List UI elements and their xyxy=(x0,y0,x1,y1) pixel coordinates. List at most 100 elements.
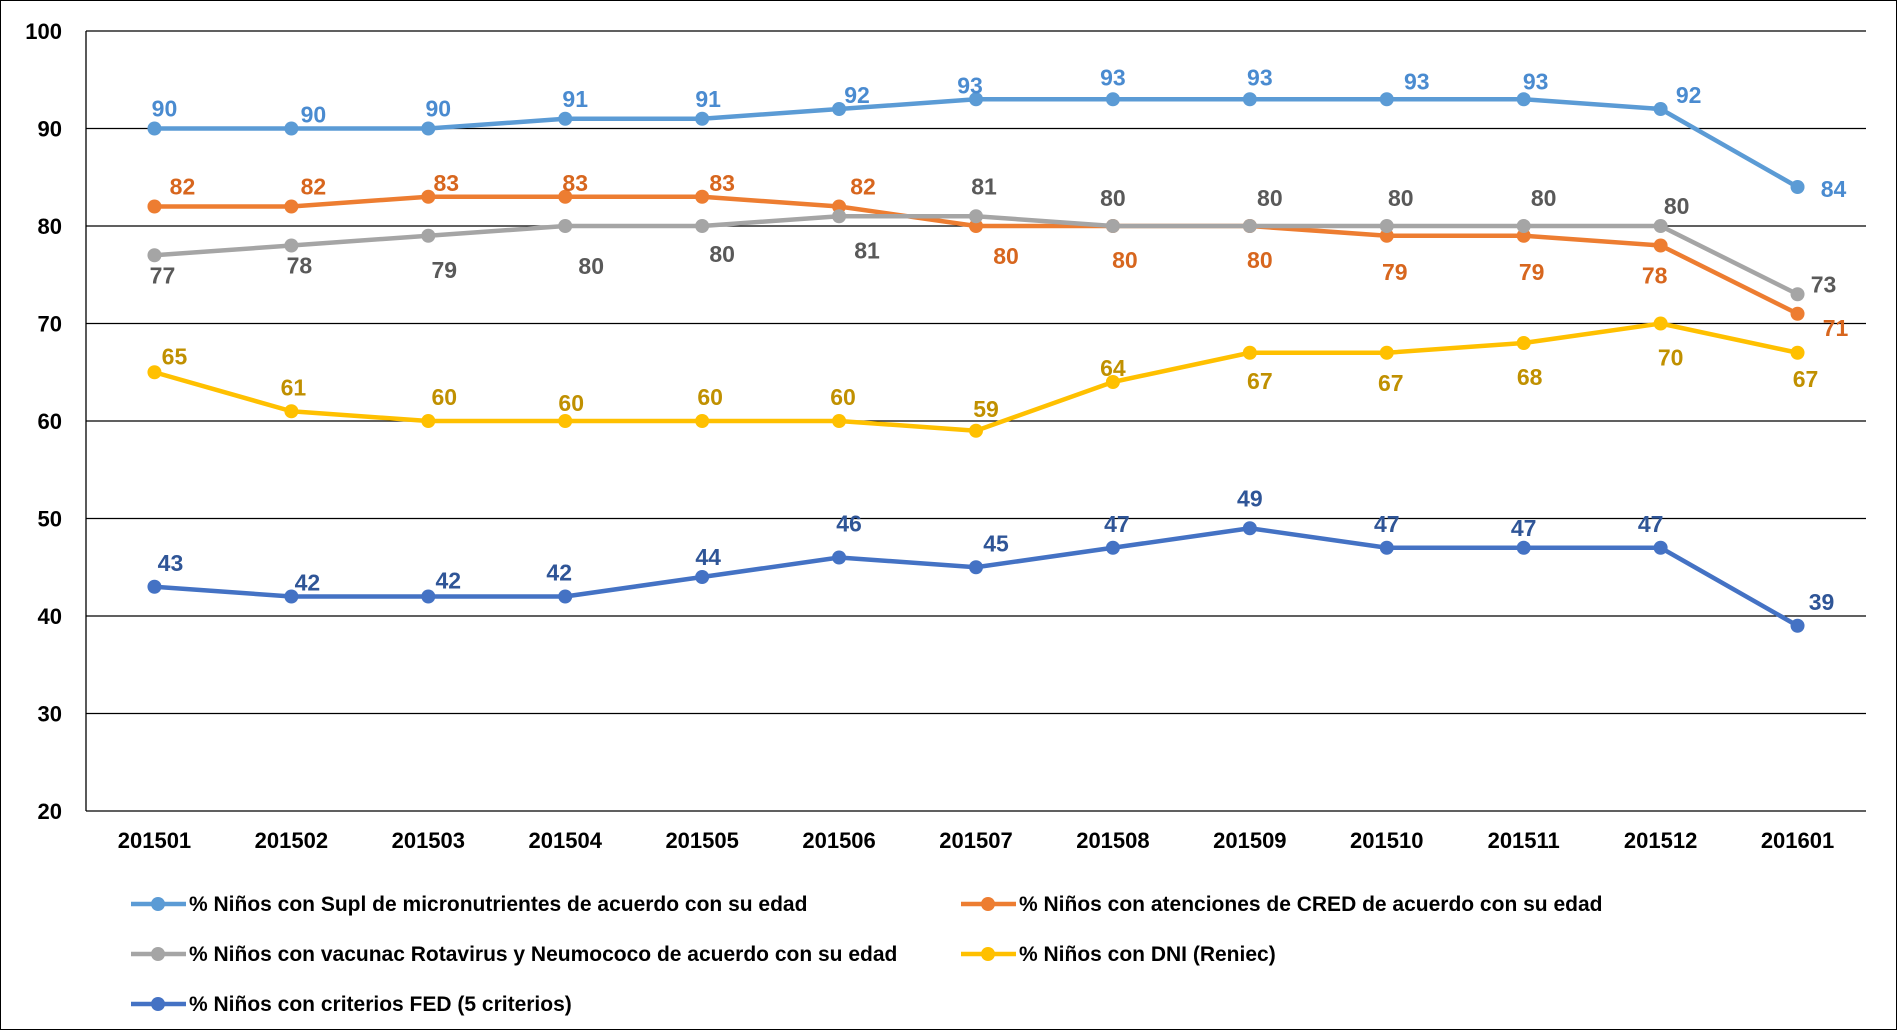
series-group xyxy=(147,92,1805,633)
data-point xyxy=(695,219,710,233)
data-point xyxy=(832,550,847,565)
x-tick-label: 201506 xyxy=(802,828,875,853)
data-point xyxy=(1516,228,1531,243)
data-label: 43 xyxy=(158,550,184,576)
data-label: 82 xyxy=(850,174,876,200)
data-label: 68 xyxy=(1517,364,1543,390)
data-label: 80 xyxy=(578,253,604,279)
legend-swatch-marker xyxy=(151,897,165,911)
x-tick-label: 201509 xyxy=(1213,828,1286,853)
series-3 xyxy=(147,209,1805,302)
data-label: 83 xyxy=(434,170,460,196)
data-point xyxy=(284,404,299,419)
legend-entry: % Niños con vacunac Rotavirus y Neumococ… xyxy=(131,943,897,966)
data-point xyxy=(1790,180,1805,194)
data-point xyxy=(1516,336,1531,350)
x-tick-label: 201503 xyxy=(392,828,465,853)
y-tick-label: 90 xyxy=(38,117,62,142)
series-5 xyxy=(147,521,1805,633)
data-label: 49 xyxy=(1237,485,1263,511)
data-point xyxy=(421,228,436,243)
data-label: 80 xyxy=(1100,185,1126,211)
data-point xyxy=(969,92,983,107)
data-point xyxy=(695,189,710,204)
data-label: 83 xyxy=(562,170,588,196)
data-point xyxy=(832,414,847,428)
data-label: 39 xyxy=(1809,589,1835,615)
data-point xyxy=(421,589,436,604)
data-point xyxy=(1379,92,1394,107)
data-point xyxy=(695,111,710,126)
data-label: 60 xyxy=(697,384,723,410)
data-point xyxy=(1105,375,1120,389)
data-point xyxy=(832,102,847,116)
data-label: 44 xyxy=(695,544,721,570)
data-point xyxy=(695,414,710,428)
data-point xyxy=(1653,102,1668,116)
data-label: 80 xyxy=(1247,247,1273,273)
y-tick-label: 50 xyxy=(38,507,62,532)
data-point xyxy=(1242,521,1257,536)
data-point xyxy=(558,111,573,126)
data-point xyxy=(1105,219,1120,233)
y-tick-label: 60 xyxy=(38,409,62,434)
data-label: 47 xyxy=(1511,515,1537,541)
data-label: 60 xyxy=(830,384,856,410)
data-point xyxy=(421,189,436,204)
legend-entry: % Niños con atenciones de CRED de acuerd… xyxy=(961,893,1602,916)
data-label: 80 xyxy=(1388,185,1414,211)
data-point xyxy=(969,423,983,438)
legend-entry: % Niños con criterios FED (5 criterios) xyxy=(131,993,572,1016)
data-point xyxy=(1516,219,1531,233)
data-label: 90 xyxy=(152,96,178,122)
data-label: 80 xyxy=(1531,185,1557,211)
data-label: 91 xyxy=(562,86,588,112)
data-point xyxy=(969,219,983,233)
data-label: 84 xyxy=(1821,176,1847,202)
data-label: 93 xyxy=(1100,64,1126,90)
series-line xyxy=(152,526,1800,628)
data-label: 42 xyxy=(295,570,321,596)
data-point xyxy=(147,579,162,594)
legend-swatch-marker xyxy=(981,897,995,911)
data-point xyxy=(421,414,436,428)
x-tick-label: 201505 xyxy=(665,828,738,853)
data-label: 67 xyxy=(1793,366,1819,392)
data-point xyxy=(969,560,983,575)
x-tick-label: 201601 xyxy=(1761,828,1834,853)
data-point xyxy=(284,589,299,604)
legend-label: % Niños con DNI (Reniec) xyxy=(1019,943,1276,966)
x-tick-label: 201502 xyxy=(255,828,328,853)
x-tick-label: 201507 xyxy=(939,828,1012,853)
data-label: 81 xyxy=(854,237,880,263)
data-label: 47 xyxy=(1638,511,1664,537)
data-label: 77 xyxy=(150,262,176,288)
data-label: 91 xyxy=(695,86,721,112)
data-label: 70 xyxy=(1658,345,1684,371)
x-tick-label: 201511 xyxy=(1488,828,1560,853)
axes: 20 30 40 50 60 70 80 90 100 201501 201502 201503 201… xyxy=(25,19,1834,853)
data-point xyxy=(1653,219,1668,233)
data-label: 82 xyxy=(170,174,196,200)
y-tick-label: 20 xyxy=(38,799,62,824)
data-label: 64 xyxy=(1100,355,1126,381)
legend-label: % Niños con vacunac Rotavirus y Neumococ… xyxy=(189,943,897,966)
data-point xyxy=(695,570,710,584)
y-tick-label: 80 xyxy=(38,214,62,239)
data-point xyxy=(1653,316,1668,331)
y-tick-label: 100 xyxy=(25,19,62,44)
y-tick-label: 40 xyxy=(38,604,62,629)
data-point xyxy=(558,219,573,233)
data-point xyxy=(832,209,847,224)
data-label: 46 xyxy=(836,511,862,537)
data-point xyxy=(1653,540,1668,555)
data-label: 93 xyxy=(1247,64,1273,90)
data-point xyxy=(1379,345,1394,360)
data-label: 42 xyxy=(436,568,462,594)
data-label: 79 xyxy=(1519,259,1545,285)
legend-swatch-marker xyxy=(981,947,995,961)
series-4 xyxy=(147,316,1805,438)
data-label: 80 xyxy=(1664,193,1690,219)
data-label: 93 xyxy=(957,72,983,98)
